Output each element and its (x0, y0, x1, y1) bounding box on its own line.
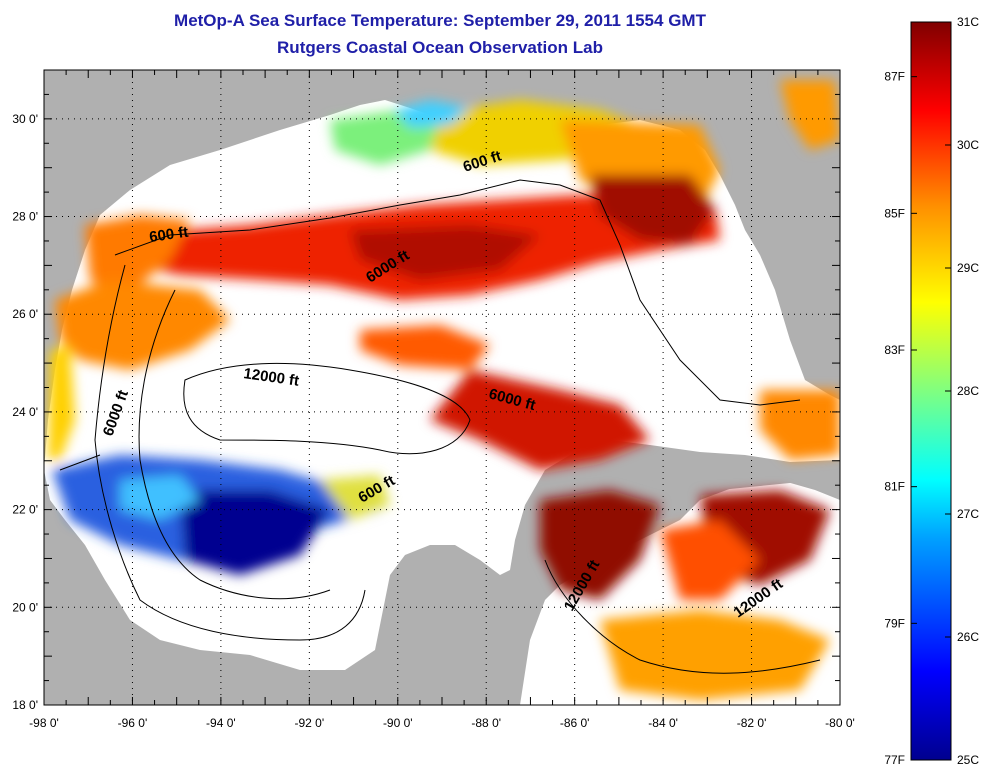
latitude-tick-label: 18 0' (12, 698, 38, 712)
colorbar-celsius-label: 29C (957, 261, 979, 275)
latitude-tick-label: 24 0' (12, 405, 38, 419)
latitude-tick-label: 20 0' (12, 600, 38, 614)
colorbar: 31C 30C 29C 28C 27C 26C 25C 87F 85F 83F 81F 79F 77F (884, 15, 979, 767)
axis-ticks (43, 69, 841, 706)
colorbar-fahrenheit-label: 77F (884, 753, 905, 767)
longitude-tick-label: -80 0' (825, 716, 855, 730)
latitude-tick-label: 30 0' (12, 112, 38, 126)
colorbar-celsius-labels: 31C 30C 29C 28C 27C 26C 25C (945, 15, 979, 767)
longitude-tick-label: -92 0' (295, 716, 325, 730)
longitude-tick-label: -94 0' (206, 716, 236, 730)
longitude-labels: -98 0' -96 0' -94 0' -92 0' -90 0' -88 0' -86 … (29, 716, 855, 730)
colorbar-fahrenheit-label: 85F (884, 206, 905, 220)
latitude-tick-label: 26 0' (12, 307, 38, 321)
map-area (44, 70, 840, 705)
latitude-tick-label: 28 0' (12, 210, 38, 224)
longitude-tick-label: -86 0' (560, 716, 590, 730)
longitude-tick-label: -98 0' (29, 716, 59, 730)
bathymetry-contours (59, 179, 821, 674)
colorbar-fahrenheit-label: 79F (884, 616, 905, 630)
latitude-labels: 18 0' 20 0' 22 0' 24 0' 26 0' 28 0' 30 0' (12, 112, 38, 712)
latitude-tick-label: 22 0' (12, 503, 38, 517)
colorbar-celsius-label: 25C (957, 753, 979, 767)
colorbar-fahrenheit-label: 83F (884, 343, 905, 357)
longitude-tick-label: -82 0' (737, 716, 767, 730)
sst-data-overlay (48, 80, 840, 700)
longitude-tick-label: -96 0' (118, 716, 148, 730)
longitude-tick-label: -90 0' (383, 716, 413, 730)
colorbar-celsius-label: 30C (957, 138, 979, 152)
colorbar-celsius-label: 26C (957, 630, 979, 644)
colorbar-celsius-label: 28C (957, 384, 979, 398)
colorbar-gradient (910, 21, 952, 761)
map-title: MetOp-A Sea Surface Temperature: Septemb… (174, 11, 706, 30)
colorbar-celsius-label: 27C (957, 507, 979, 521)
colorbar-celsius-label: 31C (957, 15, 979, 29)
colorbar-fahrenheit-label: 87F (884, 70, 905, 84)
colorbar-fahrenheit-labels: 87F 85F 83F 81F 79F 77F (884, 70, 917, 767)
colorbar-fahrenheit-label: 81F (884, 480, 905, 494)
graticule (44, 70, 840, 705)
contour-label-600ft: 600 ft (148, 224, 189, 246)
map-subtitle: Rutgers Coastal Ocean Observation Lab (277, 38, 603, 57)
longitude-tick-label: -88 0' (471, 716, 501, 730)
longitude-tick-label: -84 0' (648, 716, 678, 730)
